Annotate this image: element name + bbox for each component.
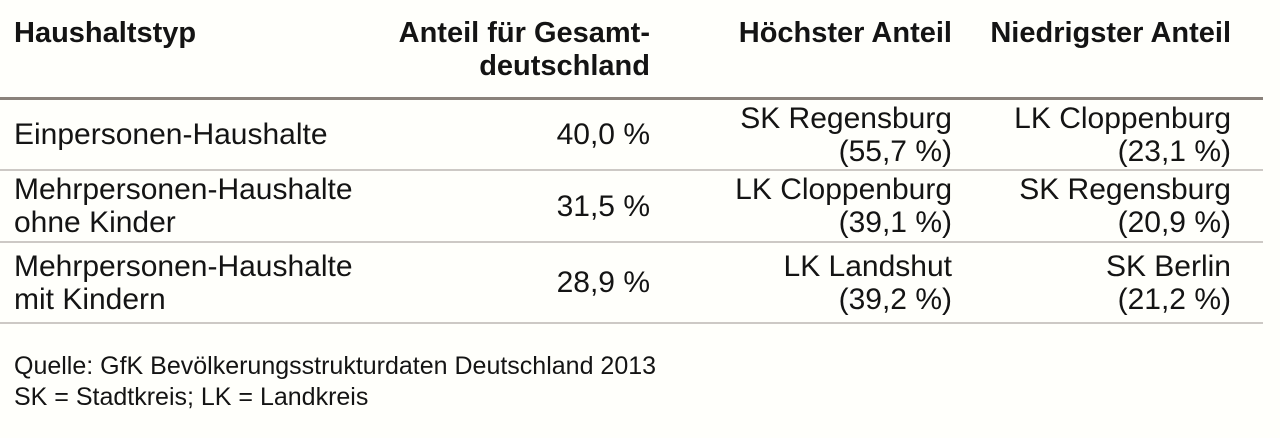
lowest-share-cell: SK Regensburg (20,9 %) — [1019, 173, 1231, 239]
table-row-mehrpersonen-mit-kindern: Mehrpersonen-Haushalte mit Kindern 28,9 … — [0, 243, 1263, 324]
source-note: Quelle: GfK Bevölkerungsstrukturdaten De… — [14, 352, 657, 380]
column-header-niedrigster-anteil: Niedrigster Anteil — [990, 17, 1231, 49]
lowest-share-cell: SK Berlin (21,2 %) — [1105, 249, 1231, 316]
share-germany-cell: 31,5 % — [556, 189, 650, 223]
highest-share-cell: LK Cloppenburg (39,1 %) — [735, 173, 952, 239]
table-footer: Quelle: GfK Bevölkerungsstrukturdaten De… — [0, 351, 1280, 413]
lowest-share-cell: LK Cloppenburg (23,1 %) — [1014, 101, 1231, 168]
column-header-hoechster-anteil: Höchster Anteil — [738, 17, 952, 49]
highest-share-cell: SK Regensburg (55,7 %) — [740, 101, 952, 168]
table-row-mehrpersonen-ohne-kinder: Mehrpersonen-Haushalte ohne Kinder 31,5 … — [0, 171, 1263, 243]
household-type-cell: Einpersonen-Haushalte — [14, 118, 328, 151]
household-type-cell: Mehrpersonen-Haushalte mit Kindern — [14, 249, 353, 316]
household-type-cell: Mehrpersonen-Haushalte ohne Kinder — [14, 173, 353, 239]
table-row-einpersonen: Einpersonen-Haushalte 40,0 % SK Regensbu… — [0, 100, 1263, 171]
column-header-haushaltstyp: Haushaltstyp — [14, 17, 197, 49]
households-data-table: Haushaltstyp Anteil für Gesamt- deutschl… — [0, 0, 1263, 324]
abbreviation-legend: SK = Stadtkreis; LK = Landkreis — [14, 383, 369, 411]
share-germany-cell: 28,9 % — [556, 266, 650, 299]
share-germany-cell: 40,0 % — [556, 118, 650, 151]
table-header-row: Haushaltstyp Anteil für Gesamt- deutschl… — [0, 0, 1263, 100]
column-header-anteil-gesamtdeutschland: Anteil für Gesamt- deutschland — [398, 17, 650, 82]
highest-share-cell: LK Landshut (39,2 %) — [783, 249, 952, 316]
